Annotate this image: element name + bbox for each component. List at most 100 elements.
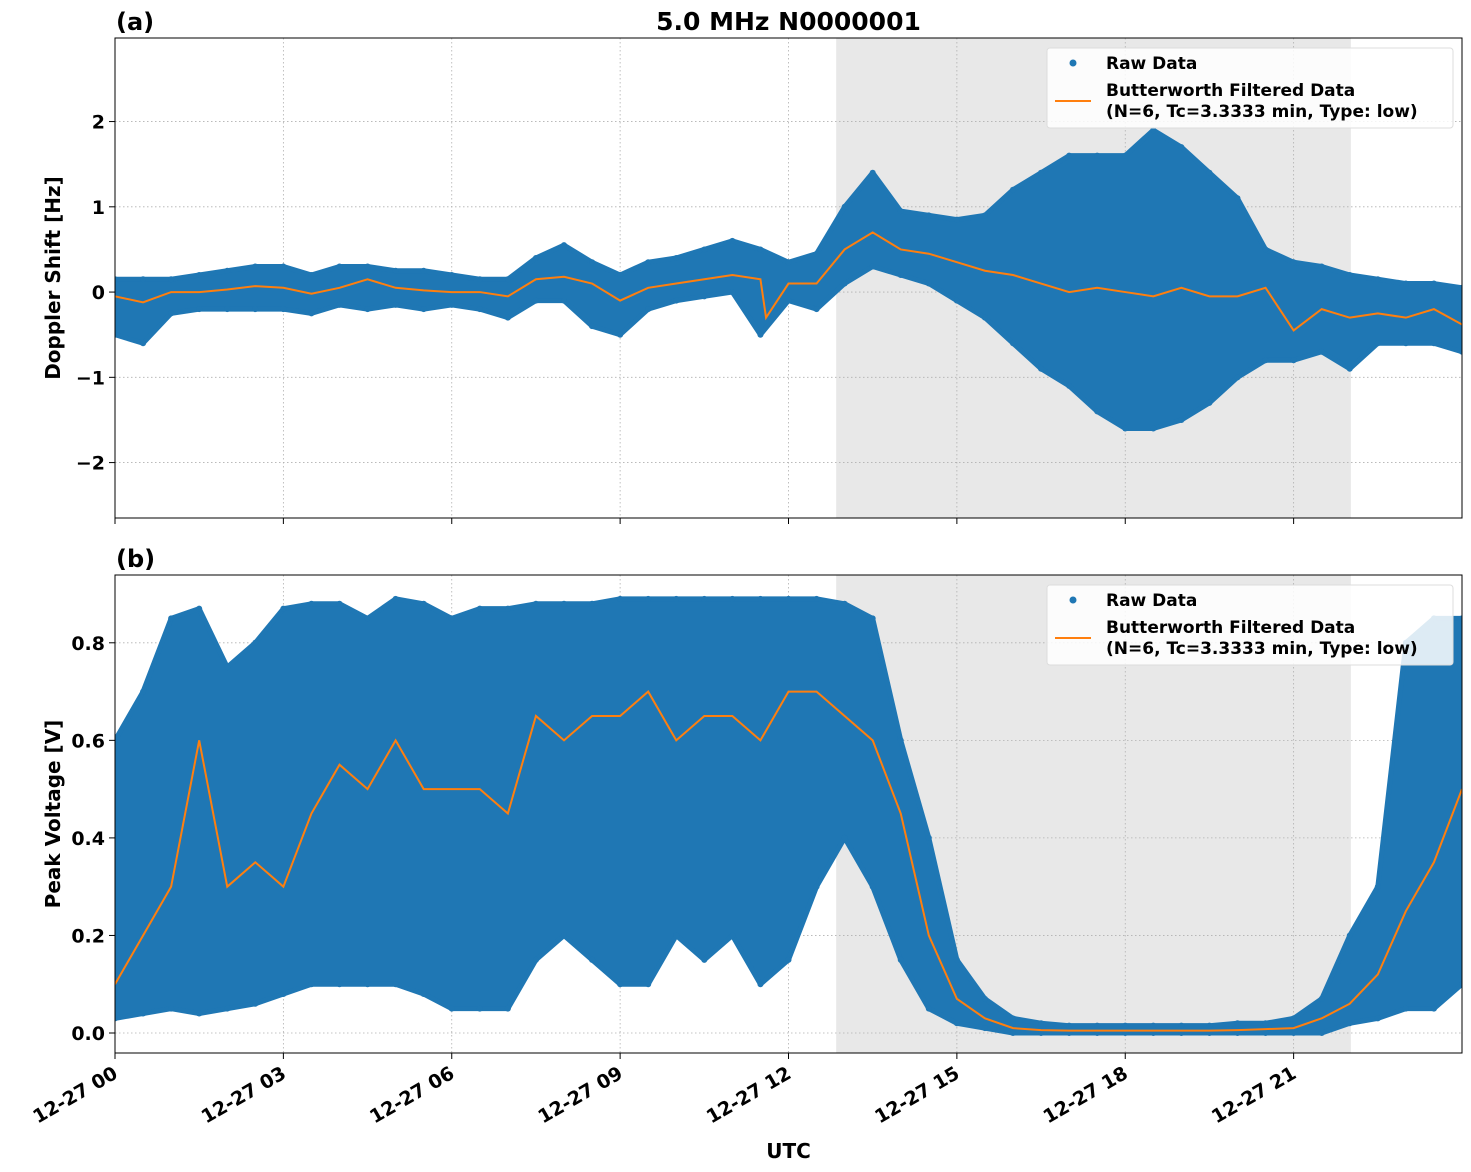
y-tick-label: −2	[76, 453, 105, 475]
raw-data-point-low	[645, 306, 652, 313]
raw-data-point-low	[1178, 416, 1185, 423]
raw-data-point-high	[280, 605, 287, 612]
legend-label-raw: Raw Data	[1106, 54, 1197, 74]
raw-data-point-high	[1010, 1015, 1016, 1022]
chart-title: 5.0 MHz N0000001	[656, 7, 921, 36]
y-tick-label: 2	[92, 112, 105, 134]
raw-data-point-high	[925, 212, 932, 219]
raw-data-point-high	[813, 595, 820, 602]
raw-data-point-low	[1430, 1005, 1437, 1012]
raw-data-point-high	[1459, 615, 1462, 622]
raw-data-point-low	[448, 301, 455, 308]
raw-data-point-high	[532, 254, 539, 261]
legend: Raw Data Butterworth Filtered Data (N=6, T…	[1046, 47, 1454, 129]
raw-data-point-high	[645, 595, 652, 602]
raw-data-point-high	[196, 272, 203, 279]
y-tick-label: 0.8	[71, 633, 105, 655]
raw-data-point-high	[1122, 1022, 1129, 1029]
legend-label-filtered: Butterworth Filtered Data (N=6, Tc=3.3333…	[1106, 81, 1418, 122]
raw-data-point-high	[115, 276, 118, 283]
raw-data-point-high	[252, 639, 259, 646]
raw-data-point-high	[364, 615, 371, 622]
raw-data-point-high	[1038, 1020, 1045, 1027]
raw-data-point-low	[420, 306, 427, 313]
raw-data-point-high	[841, 203, 848, 210]
raw-data-point-high	[1178, 144, 1185, 151]
raw-data-point-low	[813, 883, 820, 890]
raw-data-point-high	[617, 595, 624, 602]
raw-data-point-low	[1459, 981, 1462, 988]
raw-data-point-low	[115, 1015, 118, 1022]
y-tick-label: 1	[92, 197, 105, 219]
raw-data-point-high	[196, 605, 203, 612]
panel-label: (a)	[116, 8, 154, 36]
raw-data-band	[115, 596, 1462, 1036]
raw-data-point-high	[336, 600, 343, 607]
raw-data-point-low	[589, 323, 596, 330]
raw-data-point-low	[785, 297, 792, 304]
y-axis-label: Doppler Shift [Hz]	[41, 176, 65, 380]
raw-data-point-high	[1066, 152, 1073, 159]
plot-area	[115, 127, 1462, 432]
raw-data-point-low	[336, 301, 343, 308]
raw-data-point-low	[224, 306, 231, 313]
raw-data-point-high	[1262, 246, 1269, 253]
raw-data-point-low	[953, 297, 960, 304]
legend: Raw Data Butterworth Filtered Data (N=6, T…	[1046, 584, 1454, 666]
raw-data-point-high	[701, 595, 708, 602]
raw-data-point-low	[252, 306, 259, 313]
filtered-data-line	[115, 231, 1462, 332]
raw-data-point-low	[1346, 1020, 1353, 1027]
raw-data-point-high	[140, 276, 147, 283]
raw-data-point-low	[869, 883, 876, 890]
raw-data-band	[115, 127, 1462, 431]
raw-data-point-high	[1038, 169, 1045, 176]
raw-data-point-high	[869, 615, 876, 622]
raw-data-point-low	[1318, 348, 1325, 355]
raw-data-point-high	[168, 615, 175, 622]
raw-data-point-high	[504, 605, 511, 612]
raw-data-point-low	[701, 293, 708, 300]
raw-data-point-low	[1066, 382, 1073, 389]
raw-data-point-low	[280, 306, 287, 313]
raw-data-point-high	[448, 615, 455, 622]
raw-data-point-high	[532, 600, 539, 607]
raw-data-point-low	[1290, 1030, 1297, 1037]
raw-data-point-high	[841, 600, 848, 607]
raw-data-point-low	[476, 306, 483, 313]
y-tick-label: 0	[92, 282, 105, 304]
raw-data-point-high	[392, 595, 399, 602]
raw-data-point-low	[392, 981, 399, 988]
raw-data-point-high	[308, 272, 315, 279]
y-tick-label: 0.0	[71, 1023, 105, 1045]
raw-data-point-high	[589, 259, 596, 266]
raw-data-point-low	[252, 1000, 259, 1007]
raw-data-point-low	[140, 1010, 147, 1017]
raw-data-point-low	[617, 331, 624, 338]
raw-data-point-high	[953, 956, 960, 963]
raw-data-point-high	[280, 263, 287, 270]
raw-data-point-low	[1374, 340, 1381, 347]
raw-data-point-high	[981, 995, 988, 1002]
panel-a: −2 −1 0 1 2 Doppler Shift [Hz] (a) 5.0 MHz N000…	[41, 7, 1463, 524]
raw-data-point-high	[1094, 152, 1101, 159]
y-tick-label: 0.4	[71, 828, 105, 850]
raw-data-point-high	[420, 600, 427, 607]
x-tick-label: 12-27 06	[366, 1062, 458, 1128]
x-tick-label: 12-27 15	[871, 1062, 963, 1128]
raw-data-point-low	[392, 301, 399, 308]
raw-data-point-low	[785, 956, 792, 963]
raw-data-point-high	[813, 250, 820, 257]
raw-data-point-low	[561, 297, 567, 304]
raw-data-point-low	[308, 310, 315, 317]
raw-data-point-high	[1066, 1022, 1073, 1029]
raw-data-point-high	[729, 595, 736, 602]
raw-data-point-low	[1262, 357, 1269, 364]
raw-data-point-low	[869, 263, 876, 270]
raw-data-point-low	[1318, 1030, 1325, 1037]
panel-b: 0.0 0.2 0.4 0.6 0.8 12-27 00 12-27 03 12-27 06 1…	[29, 545, 1463, 1163]
raw-data-point-low	[115, 331, 118, 338]
raw-data-point-low	[364, 306, 371, 313]
x-tick-label: 12-27 12	[703, 1062, 795, 1128]
raw-data-point-low	[981, 314, 988, 321]
